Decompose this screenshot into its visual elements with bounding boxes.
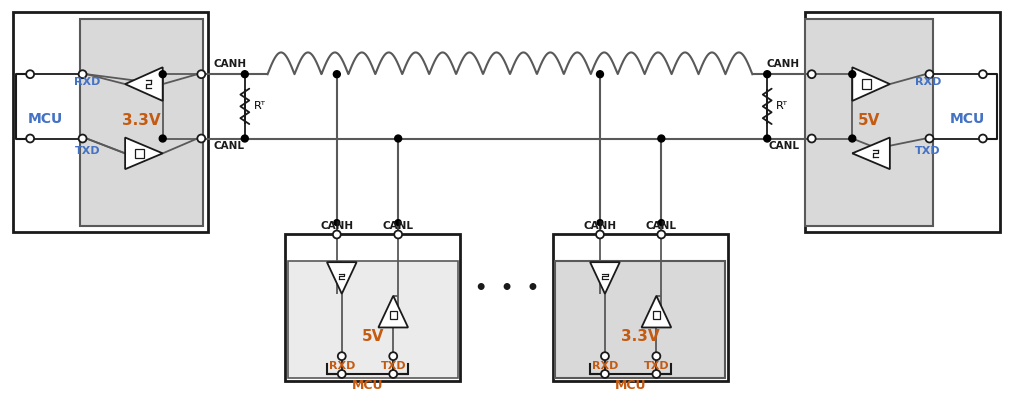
Bar bbox=[13, 12, 209, 233]
Text: MCU: MCU bbox=[352, 379, 383, 392]
Polygon shape bbox=[852, 67, 889, 101]
Circle shape bbox=[807, 134, 815, 143]
Circle shape bbox=[764, 135, 771, 142]
Bar bbox=[289, 261, 458, 378]
Circle shape bbox=[596, 231, 604, 239]
Circle shape bbox=[807, 70, 815, 78]
Text: •  •  •: • • • bbox=[475, 279, 539, 298]
Text: CANL: CANL bbox=[383, 220, 413, 231]
Circle shape bbox=[389, 370, 397, 378]
Bar bbox=[80, 19, 204, 226]
Circle shape bbox=[241, 71, 248, 78]
Text: MCU: MCU bbox=[615, 379, 646, 392]
Circle shape bbox=[926, 70, 933, 78]
Circle shape bbox=[26, 134, 34, 143]
Circle shape bbox=[849, 71, 856, 78]
Text: Rᵀ: Rᵀ bbox=[776, 101, 788, 111]
Polygon shape bbox=[379, 296, 408, 327]
Circle shape bbox=[198, 134, 206, 143]
Text: TXD: TXD bbox=[75, 146, 100, 156]
Circle shape bbox=[394, 231, 402, 239]
Circle shape bbox=[979, 70, 987, 78]
Text: CANL: CANL bbox=[646, 220, 677, 231]
Text: TXD: TXD bbox=[643, 361, 670, 371]
Circle shape bbox=[764, 71, 771, 78]
Text: TXD: TXD bbox=[381, 361, 406, 371]
Circle shape bbox=[657, 231, 666, 239]
Circle shape bbox=[652, 352, 660, 360]
Text: TXD: TXD bbox=[915, 146, 940, 156]
Text: 3.3V: 3.3V bbox=[122, 113, 160, 128]
Circle shape bbox=[597, 220, 603, 226]
Circle shape bbox=[333, 231, 340, 239]
Polygon shape bbox=[327, 262, 357, 294]
Polygon shape bbox=[591, 262, 620, 294]
Text: 5V: 5V bbox=[362, 329, 384, 344]
Text: CANH: CANH bbox=[767, 59, 800, 69]
Circle shape bbox=[241, 135, 248, 142]
Text: RXD: RXD bbox=[74, 77, 100, 87]
Circle shape bbox=[337, 370, 345, 378]
Bar bbox=[804, 19, 933, 226]
Text: RXD: RXD bbox=[592, 361, 618, 371]
Bar bbox=[552, 235, 727, 381]
Bar bbox=[555, 261, 724, 378]
Polygon shape bbox=[852, 138, 889, 169]
Text: CANH: CANH bbox=[320, 220, 354, 231]
Bar bbox=[804, 12, 1000, 233]
Text: RXD: RXD bbox=[915, 77, 941, 87]
Bar bbox=[286, 235, 461, 381]
Circle shape bbox=[601, 352, 609, 360]
Bar bbox=[652, 311, 660, 319]
Circle shape bbox=[26, 70, 34, 78]
Circle shape bbox=[334, 220, 339, 226]
Bar bbox=[862, 79, 871, 89]
Circle shape bbox=[926, 134, 933, 143]
Polygon shape bbox=[126, 67, 163, 101]
Bar bbox=[390, 311, 397, 319]
Text: CANH: CANH bbox=[583, 220, 617, 231]
Polygon shape bbox=[126, 138, 163, 169]
Text: RXD: RXD bbox=[328, 361, 355, 371]
Text: CANH: CANH bbox=[213, 59, 246, 69]
Circle shape bbox=[601, 370, 609, 378]
Text: MCU: MCU bbox=[949, 112, 985, 126]
Circle shape bbox=[198, 70, 206, 78]
Circle shape bbox=[979, 134, 987, 143]
Circle shape bbox=[395, 135, 401, 142]
Circle shape bbox=[79, 70, 86, 78]
Text: 5V: 5V bbox=[858, 113, 880, 128]
Text: MCU: MCU bbox=[27, 112, 63, 126]
Circle shape bbox=[159, 135, 166, 142]
Bar bbox=[135, 149, 144, 158]
Circle shape bbox=[849, 135, 856, 142]
Text: Rᵀ: Rᵀ bbox=[253, 101, 265, 111]
Text: 3.3V: 3.3V bbox=[621, 329, 659, 344]
Circle shape bbox=[395, 220, 401, 226]
Circle shape bbox=[159, 71, 166, 78]
Polygon shape bbox=[641, 296, 672, 327]
Circle shape bbox=[79, 134, 86, 143]
Text: CANL: CANL bbox=[769, 141, 800, 151]
Circle shape bbox=[337, 352, 345, 360]
Circle shape bbox=[333, 71, 340, 78]
Circle shape bbox=[389, 352, 397, 360]
Circle shape bbox=[658, 220, 665, 226]
Text: CANL: CANL bbox=[213, 141, 244, 151]
Circle shape bbox=[652, 370, 660, 378]
Circle shape bbox=[657, 135, 665, 142]
Circle shape bbox=[597, 71, 604, 78]
